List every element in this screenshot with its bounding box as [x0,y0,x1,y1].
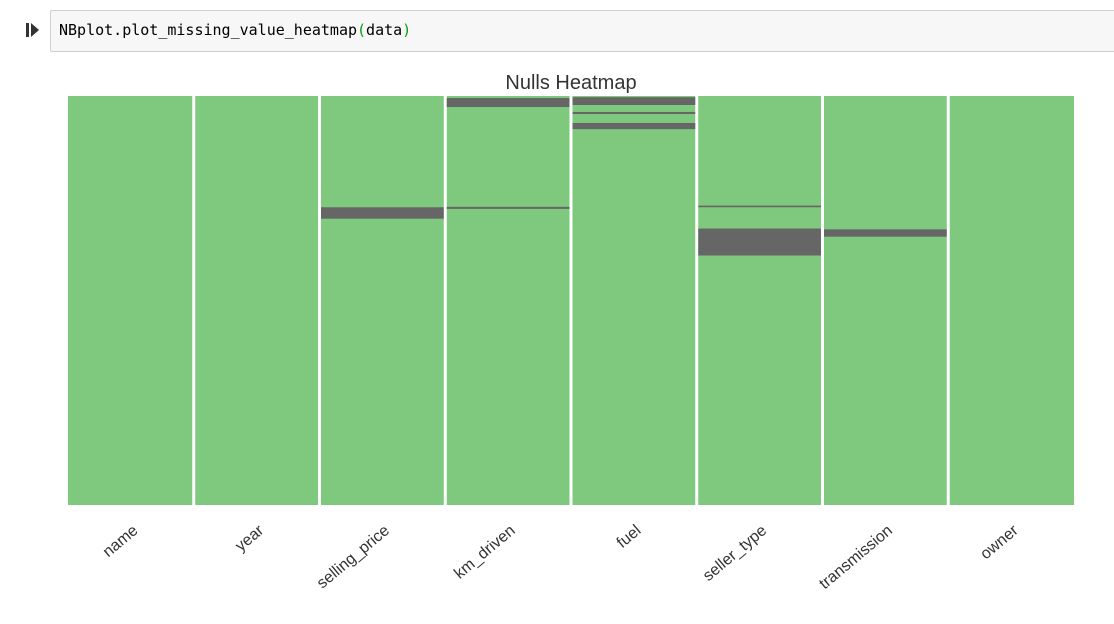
code-close-paren: ) [402,21,412,39]
missing-band-km-driven [446,206,570,209]
heatmap-column-transmission [824,96,947,505]
heatmap-column-year [195,96,318,505]
heatmap-column-fuel [572,96,696,505]
x-tick-label-seller-type: seller_type [700,522,770,585]
missing-band-fuel [572,122,696,130]
code-open-paren: ( [357,21,367,39]
x-tick-label-name: name [100,522,142,561]
missing-value-bands [321,97,947,256]
missing-band-transmission [824,229,947,237]
heatmap-column-name [68,96,193,505]
chart-title: Nulls Heatmap [505,72,636,94]
heatmap-column-selling-price [321,96,444,505]
missing-band-selling-price [321,207,444,219]
code-call: NBplot.plot_missing_value_heatmap [59,21,358,39]
code-cell[interactable]: NBplot.plot_missing_value_heatmap(data) [50,10,1114,52]
x-tick-label-transmission: transmission [816,522,896,593]
heatmap-column-km-driven [446,96,570,505]
cell-output: Nulls Heatmap name year selling_price km_dr… [0,60,1114,624]
missing-band-km-driven [446,98,570,108]
x-tick-label-km-driven: km_driven [451,522,518,582]
x-tick-label-fuel: fuel [614,522,645,552]
x-tick-label-year: year [232,522,267,555]
missing-band-seller-type [698,205,821,208]
x-tick-label-owner: owner [977,522,1022,563]
missing-band-fuel [572,97,696,105]
x-axis-labels: name year selling_price km_driven fuel seller… [100,522,1022,593]
missing-band-fuel [572,111,696,114]
code-line[interactable]: NBplot.plot_missing_value_heatmap(data) [59,21,411,39]
nulls-heatmap-chart: Nulls Heatmap name year selling_price km_dr… [68,72,1074,593]
code-argument: data [366,21,403,39]
heatmap-columns [68,96,1074,505]
x-tick-label-selling-price: selling_price [314,522,393,592]
run-cell-icon[interactable] [26,22,40,38]
heatmap-column-owner [949,96,1074,505]
heatmap-column-seller-type [698,96,821,505]
missing-band-seller-type [698,228,821,256]
